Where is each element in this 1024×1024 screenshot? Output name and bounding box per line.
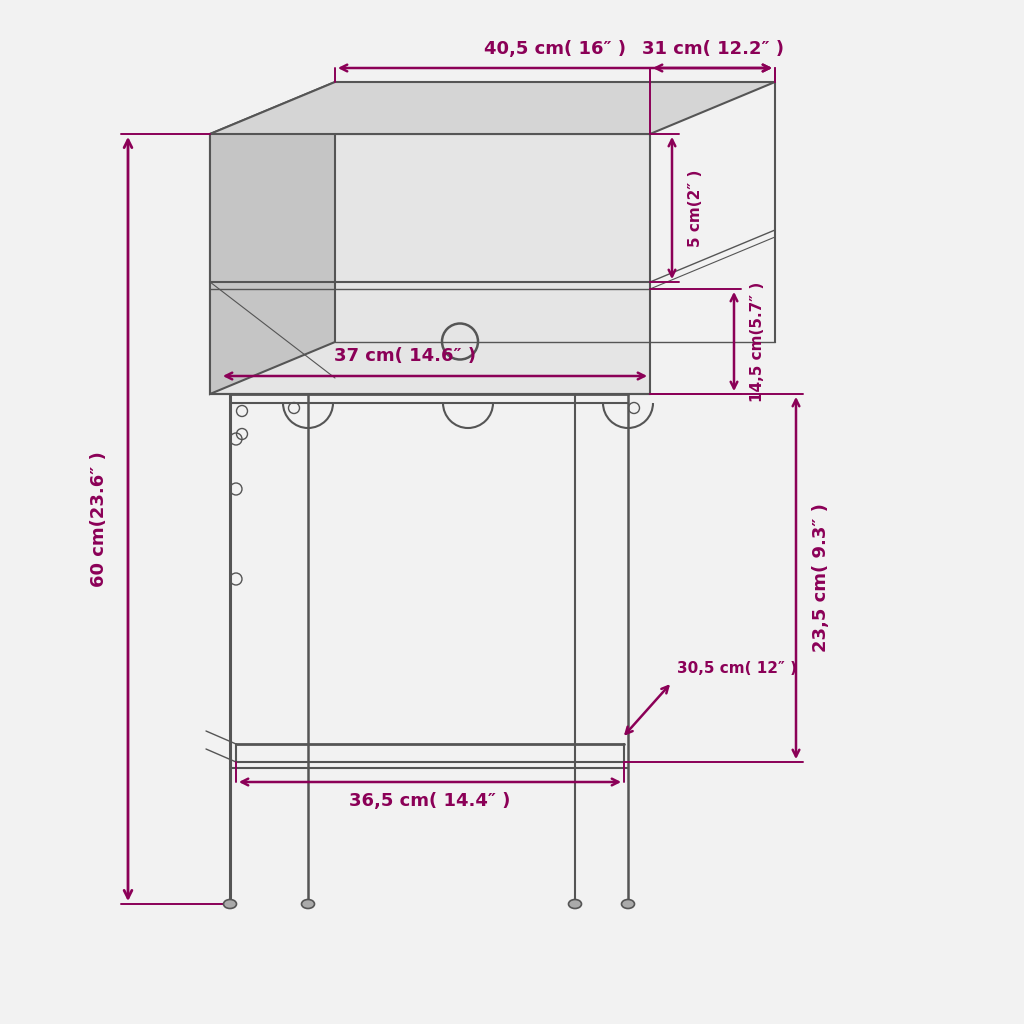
Text: 36,5 cm( 14.4″ ): 36,5 cm( 14.4″ ) xyxy=(349,792,511,810)
Text: 23,5 cm( 9.3″ ): 23,5 cm( 9.3″ ) xyxy=(812,504,830,652)
Text: 14,5 cm(5.7″ ): 14,5 cm(5.7″ ) xyxy=(750,282,765,401)
Text: 30,5 cm( 12″ ): 30,5 cm( 12″ ) xyxy=(677,662,797,676)
Ellipse shape xyxy=(622,899,635,908)
Text: 5 cm(2″ ): 5 cm(2″ ) xyxy=(688,169,703,247)
Polygon shape xyxy=(210,82,335,394)
Text: 31 cm( 12.2″ ): 31 cm( 12.2″ ) xyxy=(641,40,783,58)
Text: 40,5 cm( 16″ ): 40,5 cm( 16″ ) xyxy=(484,40,626,58)
Text: 60 cm(23.6″ ): 60 cm(23.6″ ) xyxy=(90,452,108,587)
Text: 37 cm( 14.6″ ): 37 cm( 14.6″ ) xyxy=(334,347,476,365)
Ellipse shape xyxy=(301,899,314,908)
Polygon shape xyxy=(210,134,650,394)
Ellipse shape xyxy=(568,899,582,908)
Ellipse shape xyxy=(223,899,237,908)
Polygon shape xyxy=(210,82,775,134)
